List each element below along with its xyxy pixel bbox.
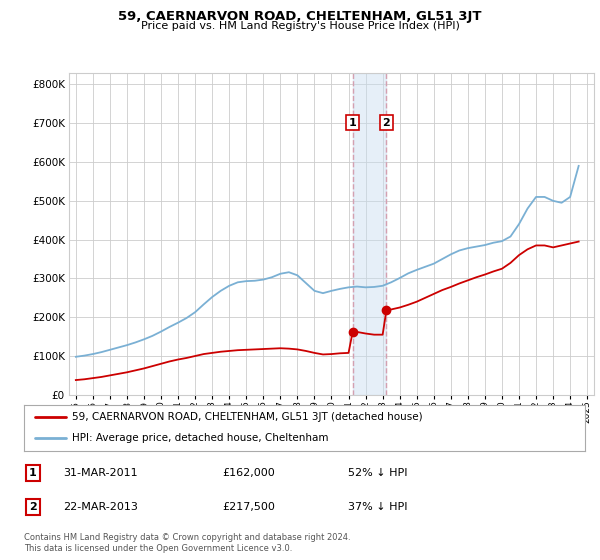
- Text: 59, CAERNARVON ROAD, CHELTENHAM, GL51 3JT (detached house): 59, CAERNARVON ROAD, CHELTENHAM, GL51 3J…: [71, 412, 422, 422]
- Text: 1: 1: [29, 468, 37, 478]
- Text: 31-MAR-2011: 31-MAR-2011: [63, 468, 137, 478]
- Text: 2: 2: [383, 118, 390, 128]
- Text: 37% ↓ HPI: 37% ↓ HPI: [348, 502, 407, 512]
- Text: £162,000: £162,000: [222, 468, 275, 478]
- Text: 1: 1: [349, 118, 356, 128]
- Text: 22-MAR-2013: 22-MAR-2013: [63, 502, 138, 512]
- Text: 2: 2: [29, 502, 37, 512]
- Text: £217,500: £217,500: [222, 502, 275, 512]
- Text: Price paid vs. HM Land Registry's House Price Index (HPI): Price paid vs. HM Land Registry's House …: [140, 21, 460, 31]
- Text: Contains HM Land Registry data © Crown copyright and database right 2024.
This d: Contains HM Land Registry data © Crown c…: [24, 533, 350, 553]
- Text: 59, CAERNARVON ROAD, CHELTENHAM, GL51 3JT: 59, CAERNARVON ROAD, CHELTENHAM, GL51 3J…: [118, 10, 482, 23]
- Bar: [353, 73, 386, 395]
- Text: HPI: Average price, detached house, Cheltenham: HPI: Average price, detached house, Chel…: [71, 433, 328, 444]
- Text: 52% ↓ HPI: 52% ↓ HPI: [348, 468, 407, 478]
